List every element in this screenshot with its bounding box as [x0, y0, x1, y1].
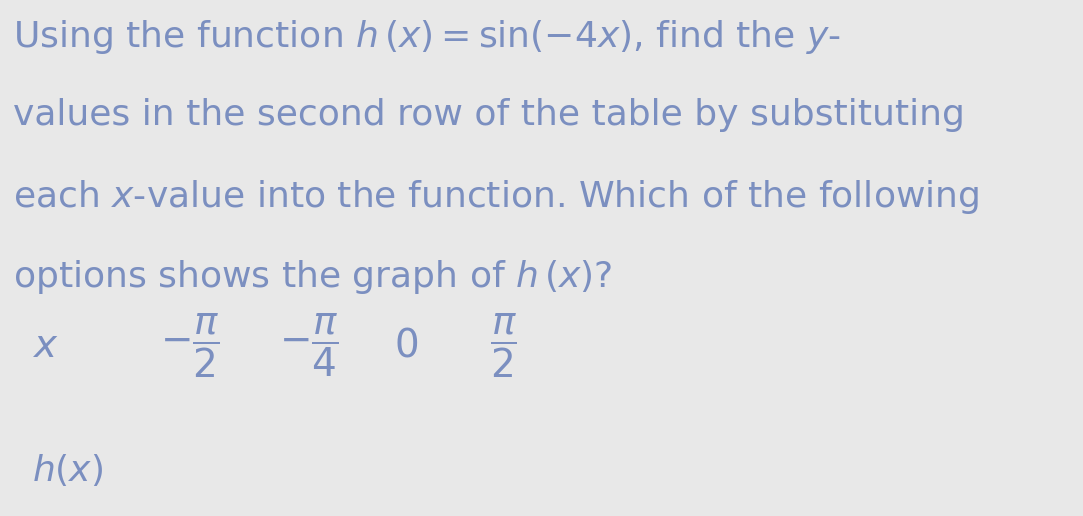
Text: options shows the graph of $\mathit{h}\,(\mathit{x})$?: options shows the graph of $\mathit{h}\,…: [13, 258, 613, 296]
Text: $-\dfrac{\pi}{2}$: $-\dfrac{\pi}{2}$: [160, 312, 219, 380]
Text: $\dfrac{\pi}{2}$: $\dfrac{\pi}{2}$: [491, 312, 517, 380]
Text: values in the second row of the table by substituting: values in the second row of the table by…: [13, 98, 965, 132]
Text: $0$: $0$: [394, 327, 418, 365]
Text: each $\mathit{x}$-value into the function. Which of the following: each $\mathit{x}$-value into the functio…: [13, 178, 979, 216]
Text: $-\dfrac{\pi}{4}$: $-\dfrac{\pi}{4}$: [279, 312, 338, 379]
Text: $\mathit{h}(\mathit{x})$: $\mathit{h}(\mathit{x})$: [32, 452, 104, 488]
Text: $\mathit{x}$: $\mathit{x}$: [32, 327, 58, 365]
Text: Using the function $\mathit{h}\,(\mathit{x}) = \mathrm{sin}(-4\mathit{x})$, find: Using the function $\mathit{h}\,(\mathit…: [13, 18, 841, 56]
